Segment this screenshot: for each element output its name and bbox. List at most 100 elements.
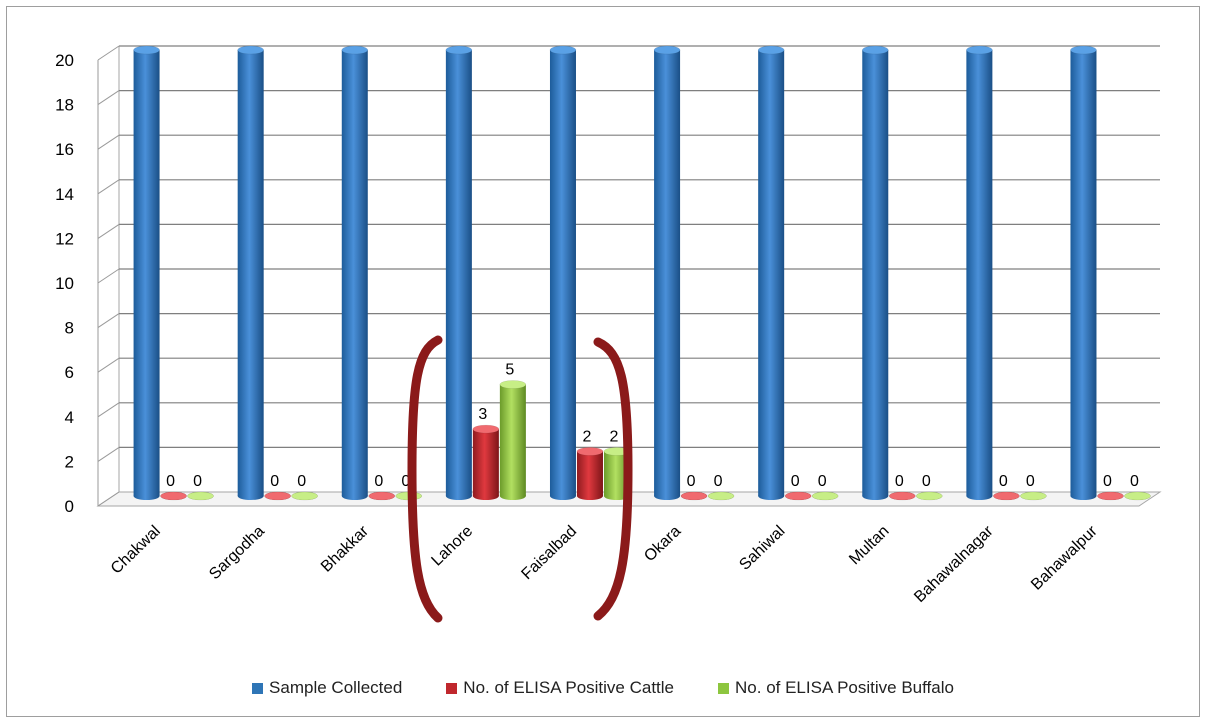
data-label: 0 [1130,473,1139,490]
bar-sample-collected [445,50,472,496]
bar-sample-collected-cap [445,45,473,55]
bar-positive-buffalo-cap [916,491,943,501]
gridline-side [97,491,120,507]
bar-sample-collected-base [445,492,472,500]
bar-positive-cattle-cap [160,491,187,501]
bar-sample-collected-base [654,492,681,500]
x-tick-label: Chakwal [108,523,164,578]
legend-item-positive-buffalo: No. of ELISA Positive Buffalo [718,678,954,698]
bar-positive-buffalo-cap [1124,491,1151,501]
data-labels: 0 0 0 3 2 0 0 0 0 0 0 0 0 5 2 0 0 0 0 0 [166,362,1139,491]
legend-label: Sample Collected [269,678,403,697]
bar-sample-collected [966,50,993,496]
chart-frame [6,6,1200,717]
bar-positive-buffalo-base [499,492,526,500]
bracket-annotation [407,335,633,623]
legend-swatch-green [718,682,730,694]
data-label: 0 [1026,473,1035,490]
data-label: 0 [922,473,931,490]
data-label: 0 [895,473,904,490]
bar-positive-buffalo [499,384,526,496]
bar-sample-collected [237,50,264,496]
bar-sample-collected [654,50,681,496]
x-tick-label: Lahore [428,523,476,570]
y-tick-label: 8 [65,319,74,338]
bar-sample-collected-base [237,492,264,500]
bar-sample-collected [133,50,160,496]
data-label: 3 [478,406,487,423]
data-label: 0 [714,473,723,490]
bar-positive-cattle-base [576,492,603,500]
bar-sample-collected-base [341,492,368,500]
y-axis: 0 2 4 6 8 10 12 14 16 18 20 [55,51,99,516]
bar-positive-cattle [576,451,603,496]
bar-positive-cattle-cap [576,447,604,456]
x-tick-label: Bhakkar [318,522,373,575]
y-tick-label: 14 [55,185,74,204]
gridline-side [97,402,120,418]
gridline-side [97,357,120,373]
bar-sample-collected [862,50,889,496]
bar-sample-collected-cap [862,45,889,55]
data-label: 2 [610,428,619,445]
bar-positive-cattle-base [472,492,499,500]
gridline-side [97,90,120,106]
bar-sample-collected-cap [653,45,681,55]
x-tick-label: Bahawalnagar [911,522,997,606]
data-label: 0 [374,473,383,490]
bar-positive-cattle-cap [889,491,916,501]
legend-label: No. of ELISA Positive Cattle [463,678,675,697]
bar-positive-cattle-cap [1097,491,1124,501]
bracket-left [407,335,443,623]
bar-sample-collected-base [549,492,576,500]
bracket-right [593,337,633,621]
bar-sample-collected-cap [237,45,264,55]
bar-positive-buffalo-cap [811,491,839,501]
bar-positive-cattle [472,429,499,496]
legend-swatch-blue [252,682,264,694]
bar-sample-collected-cap [1070,45,1097,55]
bar-sample-collected-cap [341,45,369,55]
bar-positive-buffalo-cap [499,380,527,389]
x-tick-label: Okara [641,523,684,566]
bars [133,45,1151,501]
data-label: 0 [166,473,175,490]
bar-positive-buffalo-cap [1020,491,1047,501]
y-tick-label: 10 [55,274,74,293]
x-axis: Chakwal Sargodha Bhakkar Lahore Faisalbad Oka… [108,522,1101,606]
bar-positive-buffalo-cap [707,491,735,501]
data-label: 2 [583,428,592,445]
y-tick-label: 16 [55,140,74,159]
data-label: 0 [818,473,827,490]
bar-sample-collected-base [1070,492,1097,500]
bar-sample-collected [341,50,368,496]
y-tick-label: 18 [55,96,74,115]
x-tick-label: Sahiwal [736,523,788,574]
gridline-side [97,179,120,195]
bar-sample-collected-cap [549,45,577,55]
bar-sample-collected [549,50,576,496]
bar-positive-buffalo-cap [291,491,318,501]
bar-positive-buffalo-cap [187,491,214,501]
data-label: 5 [505,362,514,379]
x-tick-label: Multan [846,523,892,569]
gridline-side [97,313,120,329]
x-tick-label: Sargodha [206,523,268,584]
gridline-side [97,268,120,284]
y-tick-label: 4 [65,408,74,427]
x-tick-label: Faisalbad [519,523,581,583]
bar-positive-cattle-cap [264,491,291,501]
gridline-side [97,45,120,61]
y-tick-label: 6 [65,363,74,382]
bar-positive-cattle-cap [993,491,1020,501]
gridline-side [97,134,120,150]
bar-sample-collected-cap [757,45,785,55]
legend-label: No. of ELISA Positive Buffalo [735,678,954,697]
data-label: 0 [1103,473,1112,490]
gridline-side [97,223,120,239]
bar-sample-collected-base [966,492,993,500]
y-tick-label: 0 [65,497,74,516]
bar-positive-cattle-cap [368,491,396,501]
data-label: 0 [270,473,279,490]
